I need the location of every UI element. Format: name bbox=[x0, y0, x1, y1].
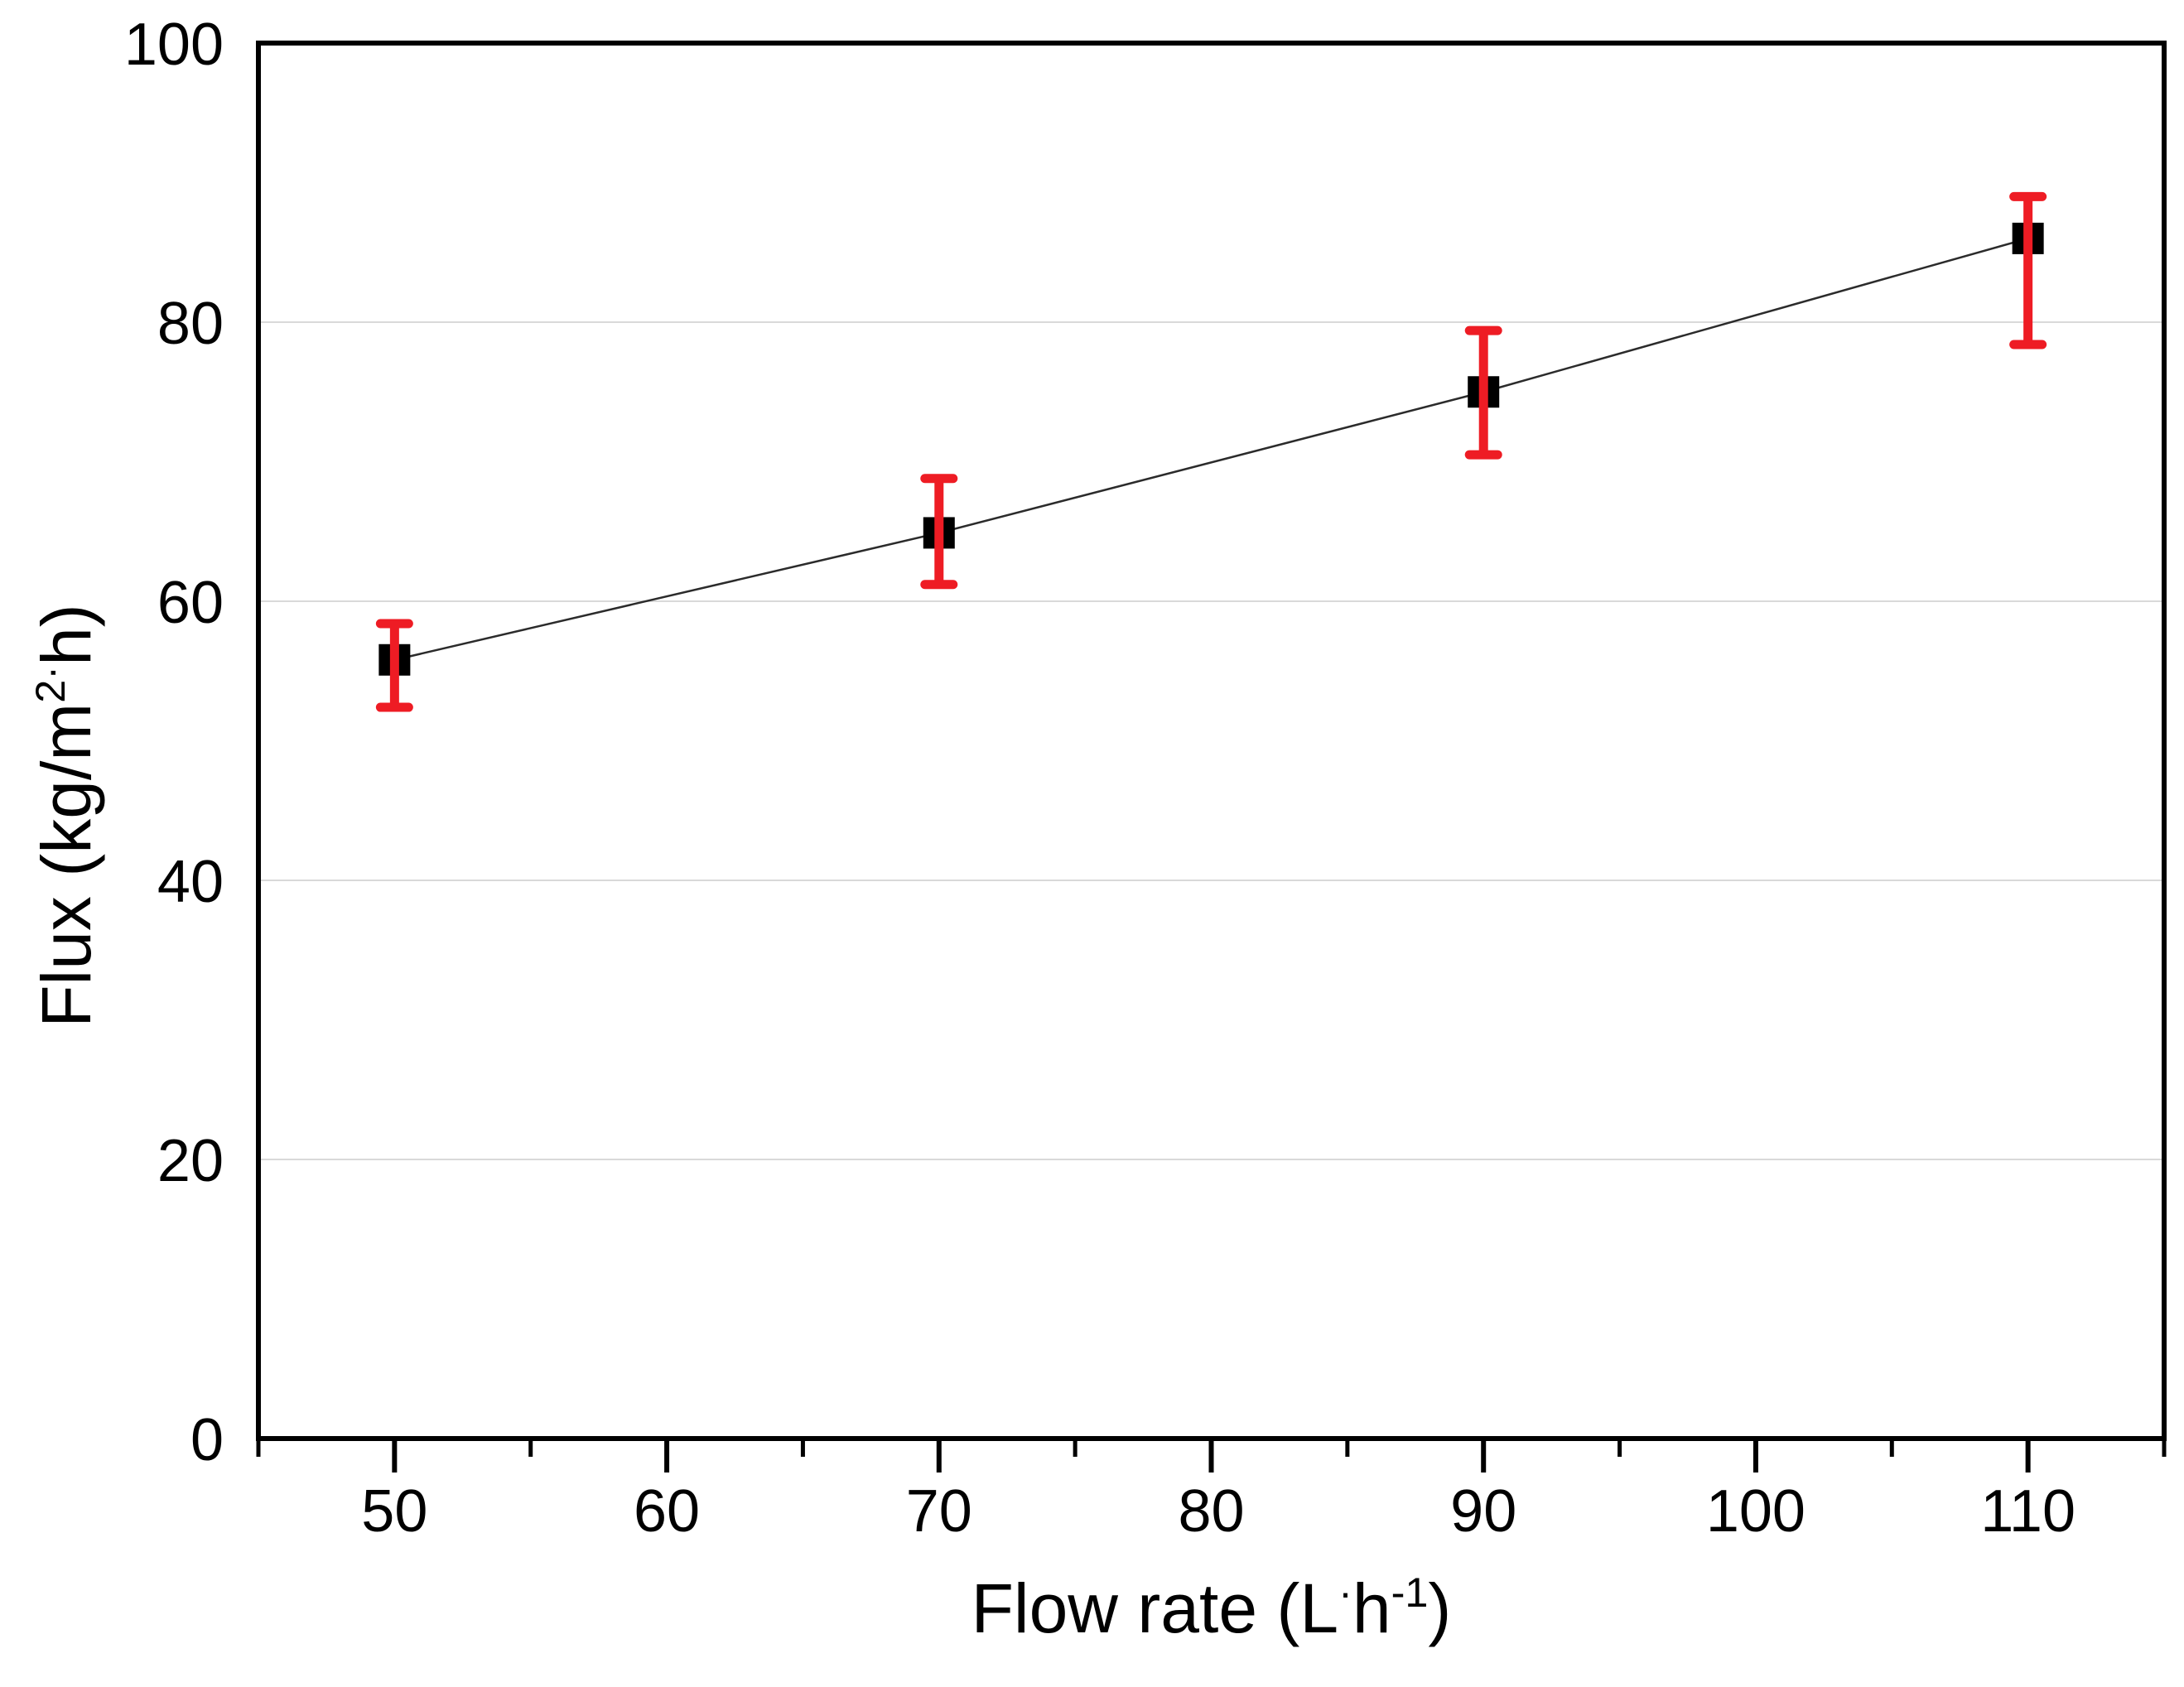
x-tick-label: 90 bbox=[1450, 1478, 1516, 1545]
x-axis-title-part: Flow rate (L bbox=[971, 1569, 1339, 1647]
x-tick-label: 60 bbox=[634, 1478, 700, 1545]
y-tick-label: 80 bbox=[157, 291, 224, 357]
x-tick-label: 110 bbox=[1980, 1478, 2076, 1545]
plot-frame bbox=[256, 41, 2167, 1441]
y-axis-title-part: · bbox=[26, 665, 74, 680]
x-axis-title-part: ) bbox=[1428, 1569, 1452, 1647]
y-tick-label: 20 bbox=[157, 1128, 224, 1194]
x-tick-label: 100 bbox=[1706, 1478, 1806, 1545]
y-axis-title: Flux (kg/m2·h) bbox=[26, 604, 105, 1028]
y-tick-label: 40 bbox=[157, 849, 224, 915]
x-axis-title: Flow rate (L·h-1) bbox=[258, 1568, 2164, 1647]
data-line bbox=[394, 237, 2028, 661]
x-axis-title-part: h bbox=[1352, 1569, 1391, 1647]
x-tick-label: 80 bbox=[1178, 1478, 1244, 1545]
y-axis-title-part: 2 bbox=[26, 679, 74, 703]
y-tick-label: 100 bbox=[124, 12, 224, 78]
x-axis-title-part: · bbox=[1338, 1568, 1352, 1616]
x-tick-label: 70 bbox=[906, 1478, 972, 1545]
y-axis-title-part: Flux (kg/m bbox=[27, 702, 105, 1028]
x-tick-label: 50 bbox=[361, 1478, 427, 1545]
y-axis-title-part: h) bbox=[27, 604, 105, 666]
y-tick-label: 60 bbox=[157, 570, 224, 636]
y-tick-label: 0 bbox=[190, 1407, 224, 1473]
x-axis-title-part: -1 bbox=[1391, 1568, 1429, 1616]
